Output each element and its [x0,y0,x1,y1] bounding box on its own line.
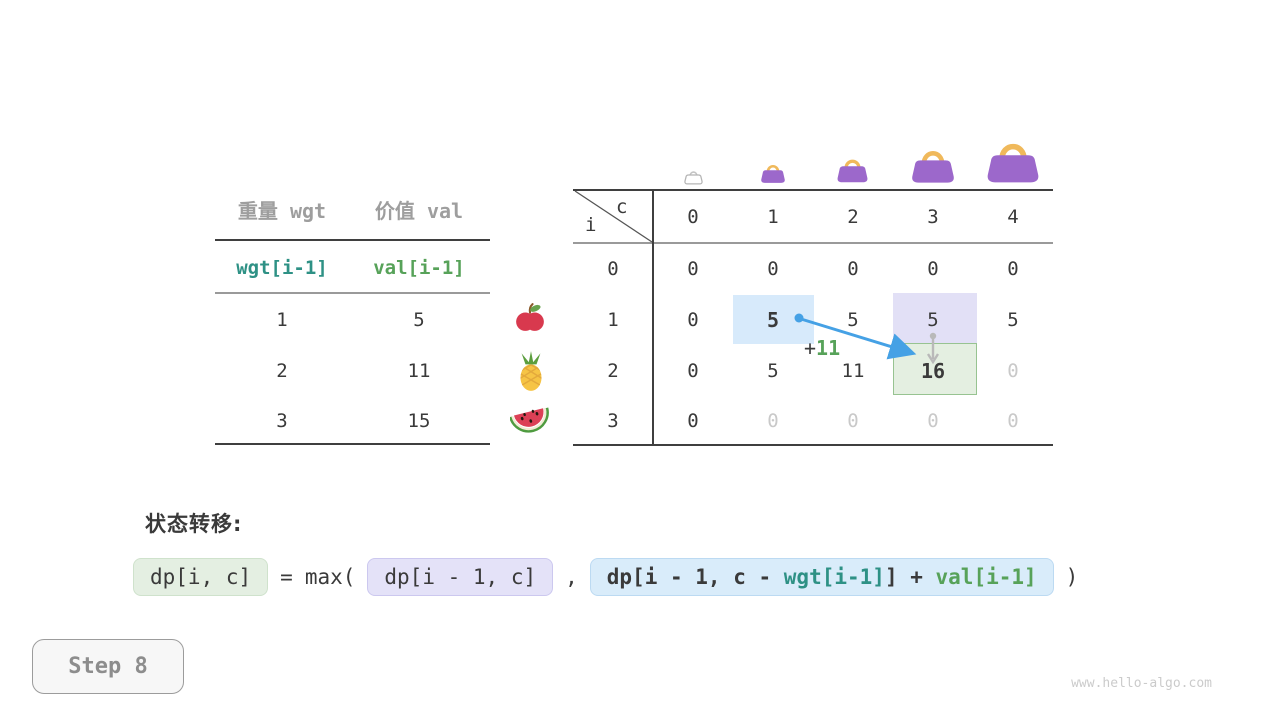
item-row-2-weight: 2 [276,360,288,382]
item-row-1-value: 5 [413,309,425,331]
dp-cell-2-1: 5 [767,359,779,382]
dp-col-header-3: 3 [927,206,939,228]
dp-corner-row-var: i [585,214,597,236]
dp-cell-1-0: 0 [687,308,699,331]
dp-col-header-0: 0 [687,206,699,228]
added-value: 11 [816,336,841,360]
formula-arg2-wgt: wgt[i-1] [783,565,885,589]
dp-cell-0-1: 0 [767,257,779,280]
plus-sign: + [804,336,817,360]
dp-table-rule-bottom [573,444,1053,446]
dp-cell-1-4: 5 [1007,308,1019,331]
item-row-3-value: 15 [407,410,431,432]
dp-row-header-1: 1 [607,308,619,331]
formula-close-paren: ) [1065,565,1079,589]
dp-col-header-1: 1 [767,206,779,228]
dp-cell-1-1: 5 [766,307,780,332]
state-transition-formula: dp[i, c] = max( dp[i - 1, c] , dp[i - 1,… [133,558,1078,596]
item-table-code-val: val[i-1] [373,257,465,279]
pineapple-icon [516,350,546,396]
formula-lhs-box: dp[i, c] [133,558,269,596]
item-table-header-weight: 重量 wgt [237,199,327,223]
step-button[interactable]: Step 8 [32,639,184,694]
dp-cell-1-3: 5 [927,308,939,331]
formula-arg2-prefix: dp[i - 1, c - [606,565,784,589]
dp-row-header-3: 3 [607,409,619,432]
dp-cell-2-4: 0 [1007,359,1019,382]
formula-max-open: max( [304,565,356,589]
bag-capacity-4-icon [985,133,1041,189]
dp-cell-2-0: 0 [687,359,699,382]
dp-table-rule-top [573,189,1053,191]
dp-row-header-0: 0 [607,257,619,280]
dp-cell-3-2: 0 [847,409,859,432]
item-table-code-wgt: wgt[i-1] [236,257,328,279]
dp-row-header-2: 2 [607,359,619,382]
dp-cell-2-2: 11 [841,359,865,382]
dp-cell-2-3: 16 [920,358,946,383]
item-row-2-value: 11 [407,360,431,382]
dp-cell-0-2: 0 [847,257,859,280]
formula-comma: , [565,565,578,589]
apple-icon [514,302,546,338]
item-table-rule-mid [215,292,490,294]
item-table-header-value: 价值 val [374,199,464,223]
bag-capacity-1-icon [760,160,786,188]
transition-add-label: +11 [804,336,840,360]
dp-table-rule-vertical [652,190,654,445]
formula-equals: = [280,565,293,589]
formula-arg2-val: val[i-1] [935,565,1037,589]
dp-col-header-4: 4 [1007,206,1019,228]
state-transition-heading: 状态转移: [145,512,243,536]
dp-cell-3-3: 0 [927,409,939,432]
item-table-rule-top [215,239,490,241]
item-row-1-weight: 1 [276,309,288,331]
dp-cell-3-4: 0 [1007,409,1019,432]
item-row-3-weight: 3 [276,410,288,432]
formula-arg2-box: dp[i - 1, c - wgt[i-1]] + val[i-1] [589,558,1054,596]
dp-cell-0-3: 0 [927,257,939,280]
watermelon-icon [509,403,550,441]
dp-cell-0-4: 0 [1007,257,1019,280]
formula-arg2-mid: ] + [884,565,936,589]
dp-col-header-2: 2 [847,206,859,228]
site-url: www.hello-algo.com [1071,676,1212,691]
dp-cell-3-1: 0 [767,409,779,432]
bag-capacity-0-icon [684,167,703,189]
dp-cell-0-0: 0 [687,257,699,280]
dp-cell-3-0: 0 [687,409,699,432]
dp-table-rule-header [573,242,1053,244]
dp-corner-col-var: c [616,196,628,218]
formula-arg1-box: dp[i - 1, c] [367,558,554,596]
bag-capacity-3-icon [910,142,956,189]
bag-capacity-2-icon [836,153,869,188]
item-table-rule-bottom [215,443,490,445]
